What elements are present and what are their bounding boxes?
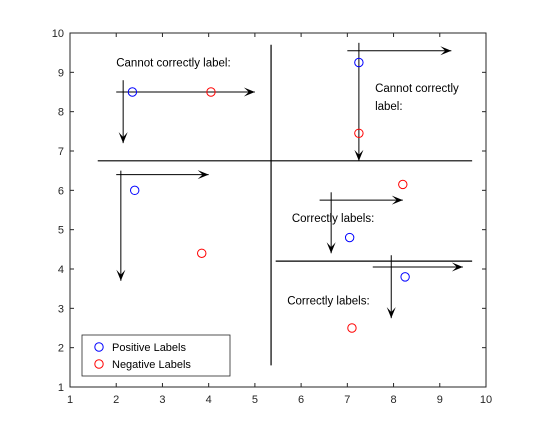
legend-marker <box>94 359 104 369</box>
arrow <box>319 195 403 205</box>
arrow <box>118 80 128 144</box>
arrow-head <box>391 195 403 205</box>
arrow <box>326 192 336 254</box>
negative-point <box>206 87 216 97</box>
annotation-text: Correctly labels: <box>292 213 374 225</box>
positive-point <box>130 185 140 196</box>
axes-box <box>69 32 487 388</box>
positive-point <box>400 272 410 282</box>
arrow <box>354 42 364 161</box>
arrow-head <box>116 269 126 281</box>
negative-point <box>197 248 207 258</box>
arrow-head <box>243 87 255 97</box>
arrow <box>116 170 126 281</box>
legend-marker <box>94 342 104 352</box>
x-tick-label: 4 <box>206 394 212 406</box>
annotation-text: Correctly labels: <box>287 295 369 307</box>
y-tick-label: 1 <box>58 382 64 394</box>
x-tick-label: 9 <box>437 394 443 406</box>
legend-label: Positive Labels <box>112 342 186 354</box>
arrow <box>116 87 255 97</box>
positive-point <box>344 232 355 243</box>
arrow-head <box>197 170 209 180</box>
y-tick-label: 4 <box>58 264 64 276</box>
axes: 1 2 3 4 5 6 7 8 9 10 1 2 3 4 5 6 7 8 9 10 <box>52 28 492 406</box>
arrow-head <box>354 149 364 161</box>
x-tick-label: 1 <box>67 394 73 406</box>
positive-point <box>354 57 364 68</box>
y-tick-label: 2 <box>58 343 64 355</box>
y-tick-label: 9 <box>58 67 64 79</box>
arrow-head <box>118 132 128 144</box>
y-tick-label: 3 <box>58 303 64 315</box>
arrow-head <box>326 242 336 254</box>
data-points <box>127 57 410 333</box>
x-tick-label: 8 <box>390 394 396 406</box>
arrow-head <box>451 262 463 272</box>
arrow <box>386 255 396 319</box>
legend-box <box>81 334 231 377</box>
arrow <box>116 170 209 180</box>
annotation-text: Cannot correctly label: <box>116 58 230 70</box>
legend: Positive Labels Negative Labels <box>81 334 231 377</box>
y-tick-label: 10 <box>52 28 64 40</box>
y-tick-label: 7 <box>58 146 64 158</box>
x-tick-label: 2 <box>113 394 119 406</box>
x-tick-label: 7 <box>344 394 350 406</box>
arrows <box>116 42 463 319</box>
negative-point <box>354 128 364 139</box>
arrow-head <box>440 46 452 56</box>
annotation-text: label: <box>375 101 403 113</box>
x-tick-label: 6 <box>298 394 304 406</box>
negative-point <box>347 323 357 333</box>
y-tick-label: 5 <box>58 225 64 237</box>
x-tick-label: 3 <box>159 394 165 406</box>
annotation-text: Cannot correctly <box>375 83 459 95</box>
arrow <box>347 46 452 56</box>
arrow <box>372 262 463 272</box>
x-tick-label: 5 <box>252 394 258 406</box>
legend-label: Negative Labels <box>112 359 191 371</box>
positive-point <box>127 87 138 97</box>
boundary-lines <box>97 44 473 366</box>
negative-point <box>398 179 408 190</box>
y-tick-label: 8 <box>58 107 64 119</box>
arrow-head <box>386 307 396 319</box>
x-tick-label: 10 <box>480 394 492 406</box>
y-tick-label: 6 <box>58 185 64 197</box>
